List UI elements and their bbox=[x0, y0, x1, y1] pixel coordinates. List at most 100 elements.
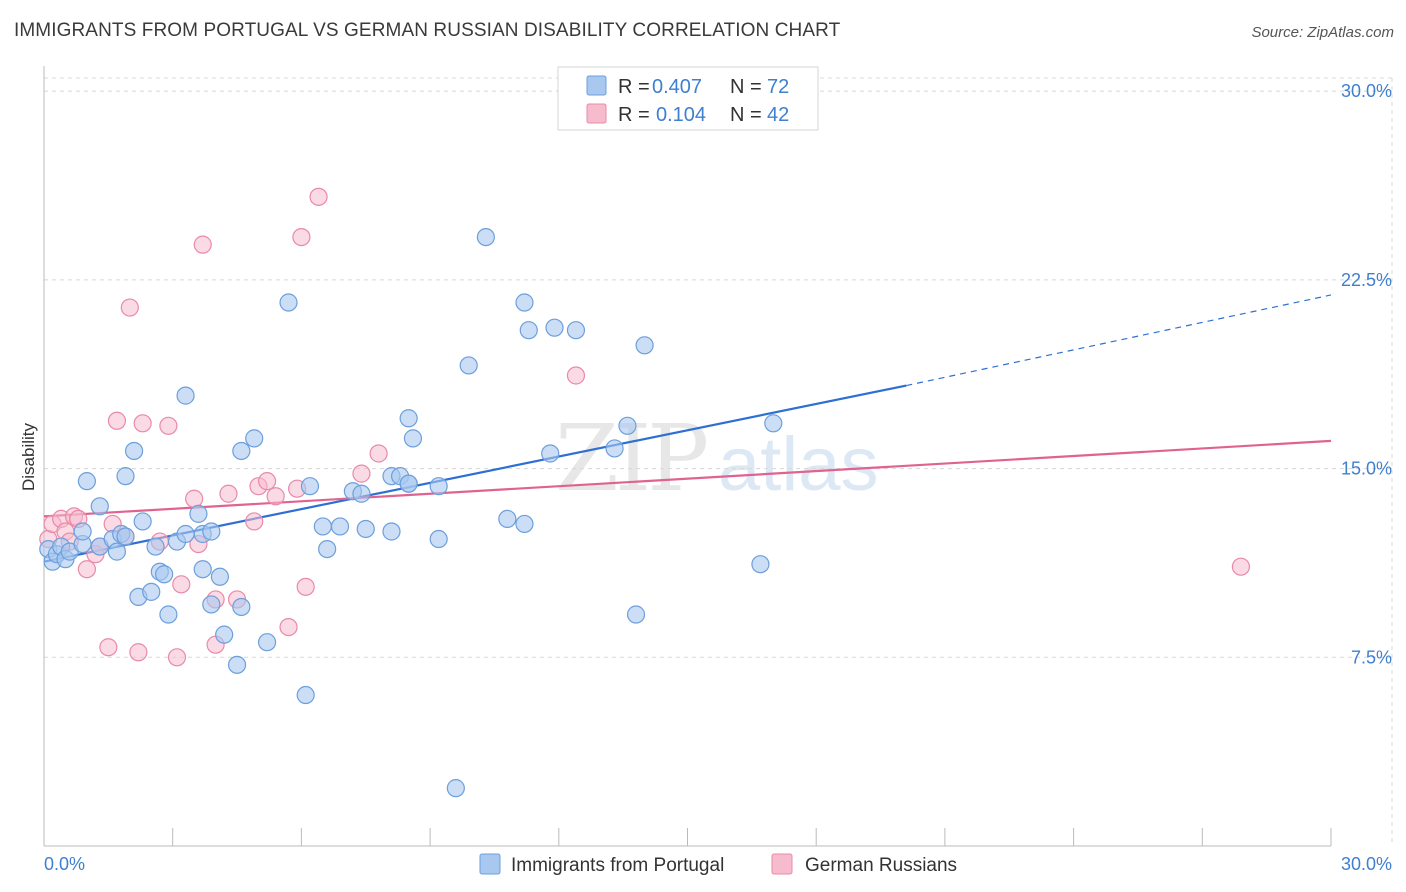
german-point-26 bbox=[219, 484, 238, 503]
stats-legend: R = 0.407 N = 72 R = 0.104 N = 42 bbox=[557, 66, 819, 131]
portugal-point-46 bbox=[352, 484, 371, 503]
portugal-point-72 bbox=[764, 414, 783, 433]
german-point-31 bbox=[266, 487, 285, 506]
portugal-point-58 bbox=[459, 356, 478, 375]
portugal-point-70 bbox=[635, 336, 654, 355]
portugal-point-32 bbox=[210, 567, 229, 586]
watermark: ZIP atlas bbox=[555, 405, 879, 512]
german-point-15 bbox=[129, 643, 148, 662]
portugal-point-27 bbox=[189, 504, 208, 523]
legend-r-label-german: R = bbox=[618, 104, 650, 126]
portugal-point-23 bbox=[159, 605, 178, 624]
legend-n-label-german: N = bbox=[730, 104, 762, 126]
x-tick-label-max: 30.0% bbox=[1341, 854, 1392, 874]
y-axis-label: Disability bbox=[19, 422, 38, 491]
legend-r-value-german: 0.104 bbox=[656, 104, 706, 126]
portugal-point-64 bbox=[541, 444, 560, 463]
portugal-point-44 bbox=[330, 517, 350, 536]
portugal-point-67 bbox=[605, 439, 624, 458]
portugal-point-8 bbox=[77, 472, 97, 491]
portugal-point-41 bbox=[300, 477, 320, 496]
chart-source: Source: ZipAtlas.com bbox=[1251, 24, 1394, 41]
portugal-point-69 bbox=[626, 605, 646, 624]
portugal-point-49 bbox=[382, 522, 401, 541]
portugal-point-37 bbox=[245, 429, 264, 448]
german-point-18 bbox=[159, 416, 178, 435]
german-point-14 bbox=[120, 298, 139, 317]
german-point-32 bbox=[279, 617, 298, 637]
portugal-point-33 bbox=[215, 625, 234, 644]
portugal-point-19 bbox=[142, 582, 161, 601]
portugal-point-65 bbox=[545, 318, 564, 337]
portugal-point-47 bbox=[356, 519, 375, 539]
portugal-point-56 bbox=[429, 529, 448, 549]
portugal-point-55 bbox=[429, 477, 448, 496]
portugal-point-52 bbox=[399, 474, 418, 493]
portugal-point-30 bbox=[202, 595, 221, 614]
chart-title: IMMIGRANTS FROM PORTUGAL VS GERMAN RUSSI… bbox=[14, 20, 841, 41]
portugal-point-18 bbox=[133, 512, 152, 531]
trend-line-portugal-extension bbox=[906, 294, 1332, 387]
portugal-point-34 bbox=[227, 655, 247, 674]
y-tick-label-0: 7.5% bbox=[1351, 647, 1392, 667]
portugal-point-59 bbox=[476, 227, 495, 247]
legend-n-value-german: 42 bbox=[767, 104, 789, 126]
portugal-point-26 bbox=[176, 524, 195, 544]
german-point-19 bbox=[167, 648, 187, 667]
german-point-23 bbox=[193, 235, 212, 254]
legend-r-label-portugal: R = bbox=[618, 76, 650, 98]
portugal-point-53 bbox=[399, 409, 418, 428]
portugal-point-29 bbox=[193, 560, 212, 579]
portugal-point-36 bbox=[232, 441, 251, 461]
german-point-28 bbox=[245, 512, 264, 531]
portugal-point-31 bbox=[202, 522, 221, 541]
portugal-point-42 bbox=[313, 517, 332, 536]
portugal-point-10 bbox=[90, 497, 109, 516]
german-point-36 bbox=[309, 187, 328, 206]
german-point-7 bbox=[77, 560, 97, 579]
legend-n-label-portugal: N = bbox=[730, 76, 762, 98]
portugal-point-40 bbox=[296, 685, 315, 705]
y-tick-label-2: 22.5% bbox=[1341, 270, 1392, 290]
german-point-38 bbox=[369, 444, 388, 463]
german-point-39 bbox=[566, 366, 586, 385]
legend-n-value-portugal: 72 bbox=[767, 76, 789, 98]
y-tick-labels: 7.5% 15.0% 22.5% 30.0% bbox=[1341, 81, 1392, 667]
svg-text:atlas: atlas bbox=[718, 422, 879, 507]
portugal-points bbox=[39, 227, 783, 798]
y-tick-label-1: 15.0% bbox=[1341, 459, 1392, 479]
portugal-point-38 bbox=[257, 633, 277, 652]
axes bbox=[43, 66, 1332, 847]
portugal-point-25 bbox=[176, 386, 195, 405]
german-point-16 bbox=[133, 414, 152, 433]
portugal-point-62 bbox=[515, 293, 534, 312]
bottom-legend-label-german: German Russians bbox=[805, 855, 957, 876]
portugal-point-7 bbox=[73, 522, 92, 541]
portugal-point-43 bbox=[318, 539, 337, 559]
portugal-point-68 bbox=[618, 416, 637, 435]
portugal-point-12 bbox=[107, 542, 127, 561]
bottom-legend-swatch-portugal bbox=[479, 853, 501, 875]
series-legend: Immigrants from Portugal German Russians bbox=[479, 853, 957, 876]
portugal-point-60 bbox=[498, 509, 517, 529]
german-point-20 bbox=[172, 575, 191, 594]
trend-line-german bbox=[43, 439, 1332, 518]
german-point-34 bbox=[292, 227, 311, 247]
portugal-point-39 bbox=[279, 293, 298, 312]
german-russians-points bbox=[39, 187, 1251, 667]
portugal-point-16 bbox=[124, 441, 144, 461]
legend-swatch-portugal bbox=[586, 75, 607, 96]
x-tick-label-min: 0.0% bbox=[44, 854, 85, 874]
german-point-35 bbox=[296, 577, 315, 596]
german-point-37 bbox=[352, 464, 371, 483]
portugal-point-71 bbox=[751, 555, 770, 574]
y-tick-label-3: 30.0% bbox=[1341, 81, 1392, 101]
portugal-point-20 bbox=[146, 537, 165, 556]
portugal-point-15 bbox=[116, 467, 135, 486]
portugal-point-66 bbox=[566, 321, 586, 340]
legend-r-value-portugal: 0.407 bbox=[652, 76, 702, 98]
german-point-21 bbox=[185, 489, 204, 508]
portugal-point-54 bbox=[403, 429, 423, 448]
bottom-legend-swatch-german bbox=[771, 853, 793, 875]
